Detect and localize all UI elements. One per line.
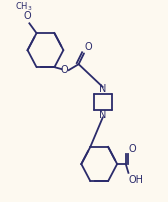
Text: OH: OH <box>129 175 144 185</box>
Text: CH$_3$: CH$_3$ <box>15 0 33 13</box>
Text: O: O <box>60 65 68 75</box>
Text: O: O <box>24 11 31 21</box>
Text: N: N <box>99 110 107 120</box>
Text: O: O <box>129 144 137 154</box>
Text: O: O <box>85 42 93 53</box>
Text: N: N <box>99 84 107 94</box>
